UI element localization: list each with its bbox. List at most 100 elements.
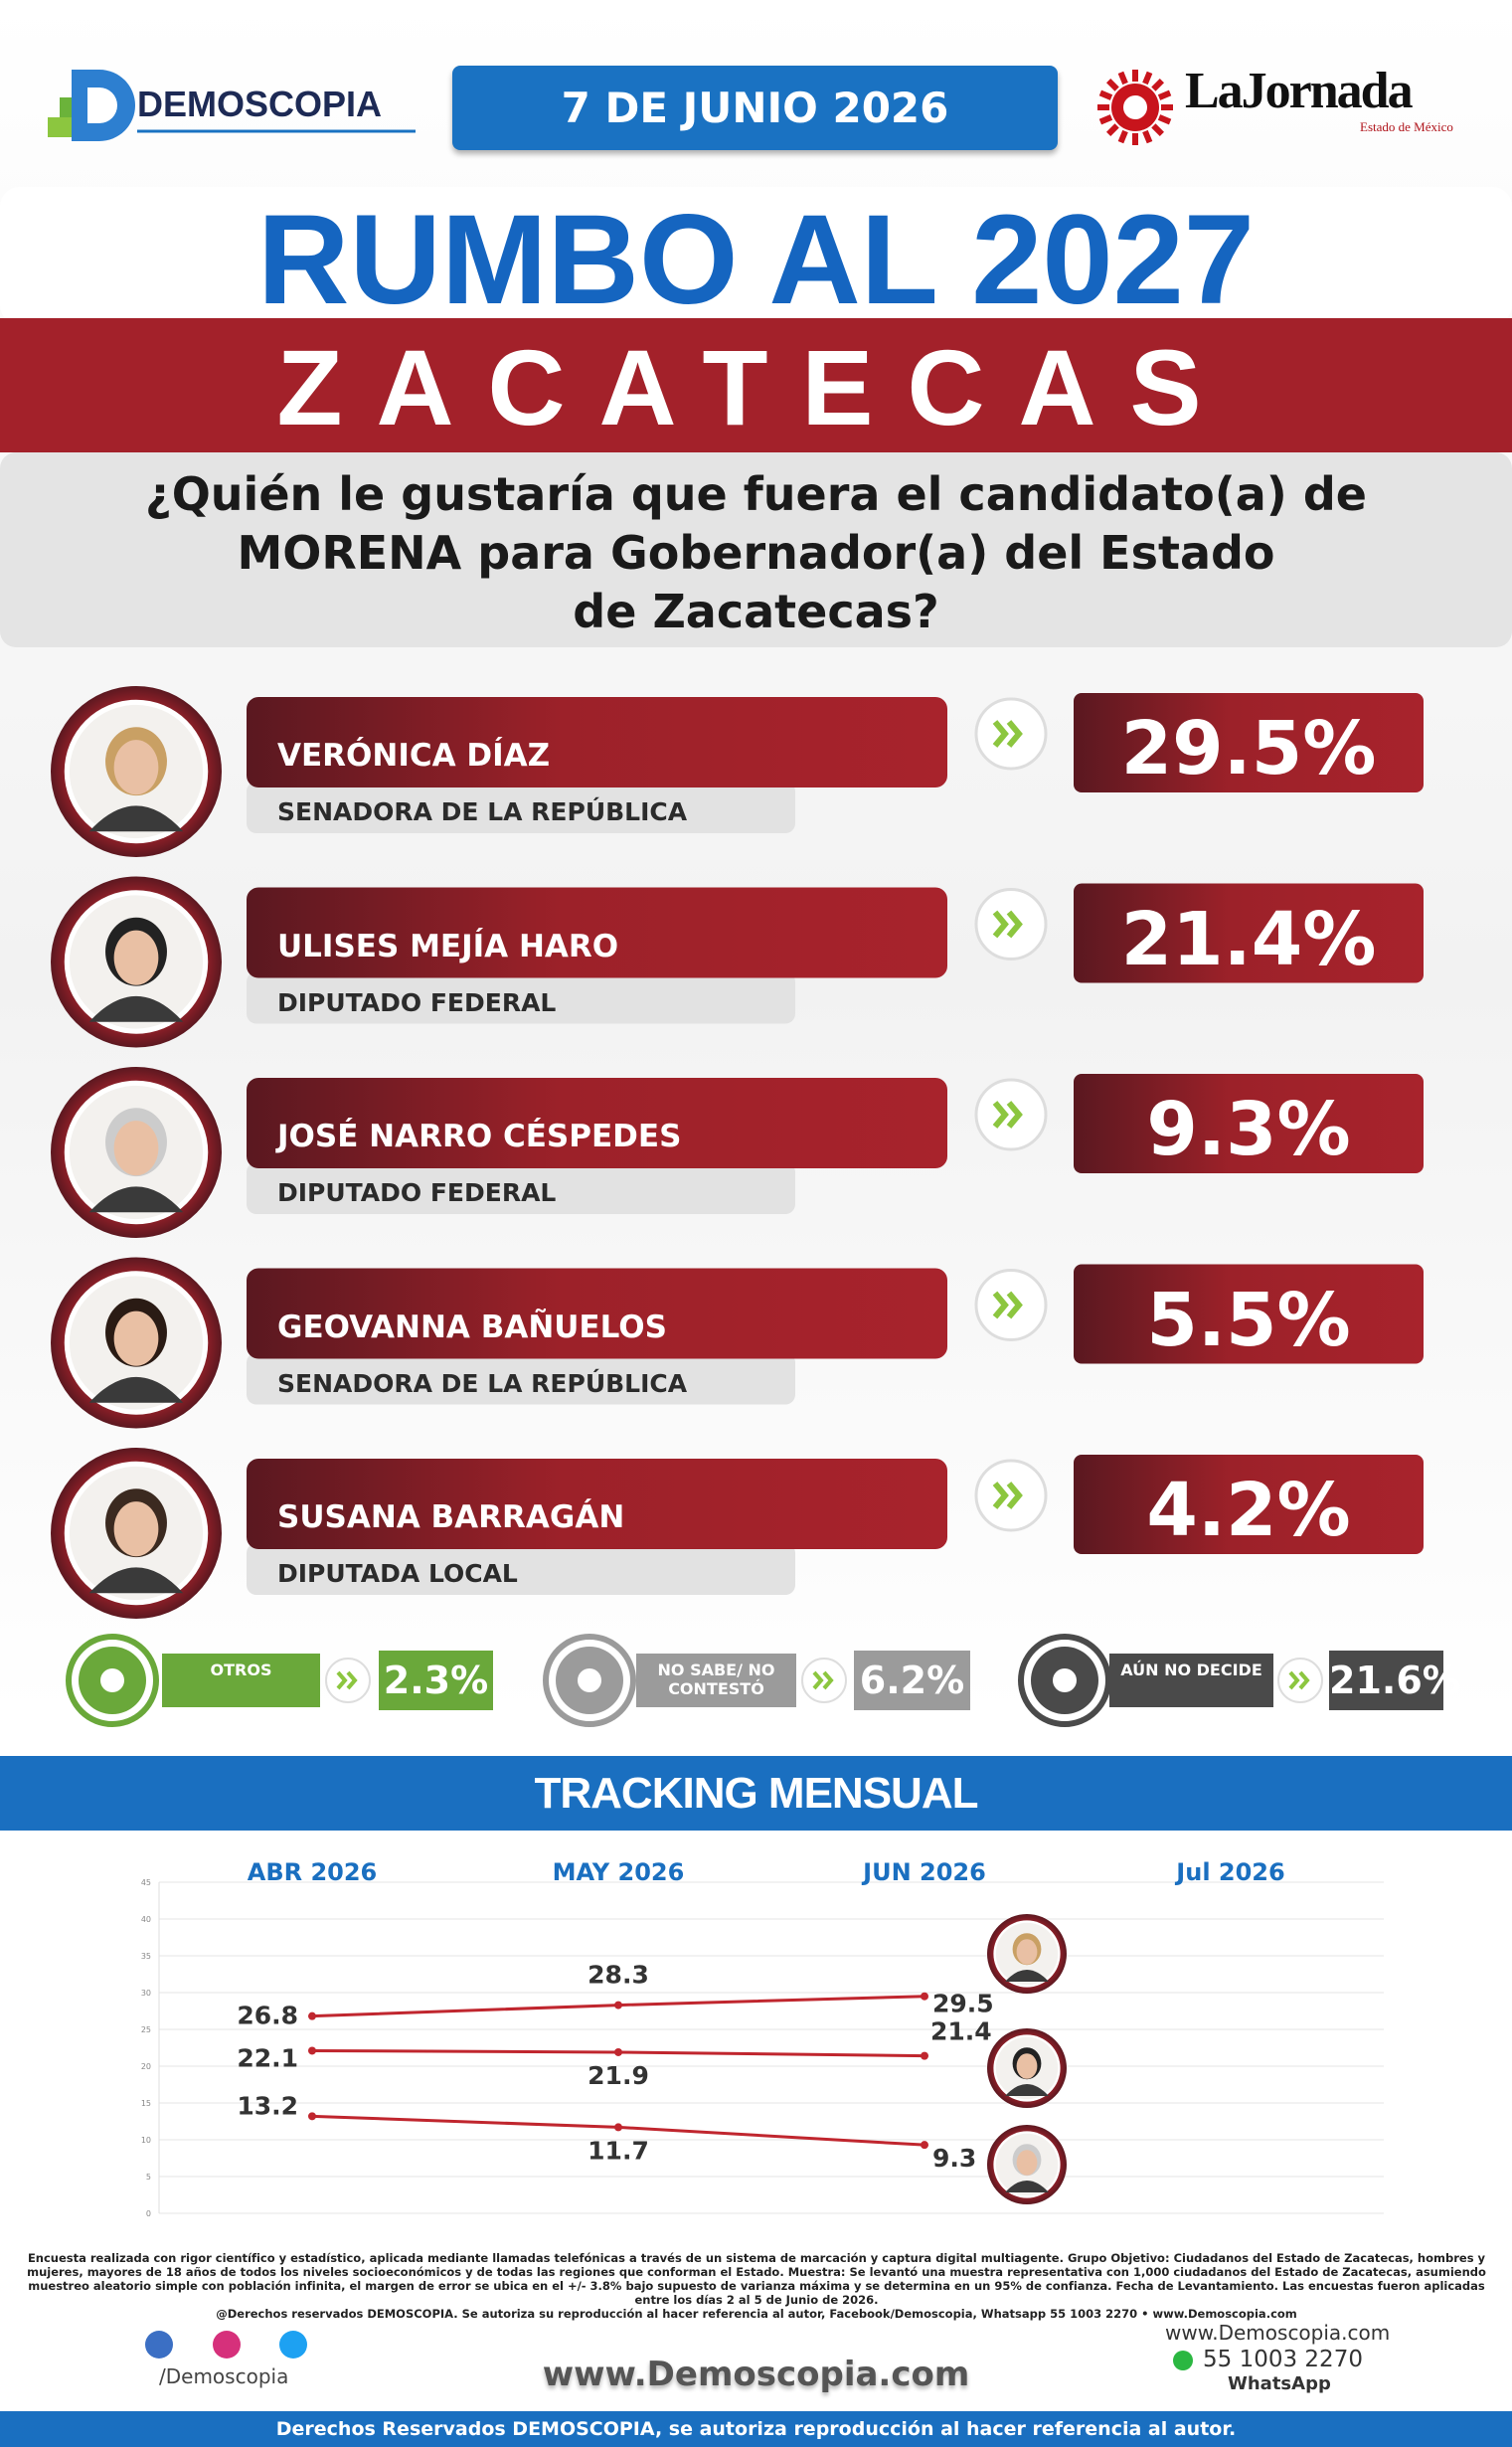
rights: Derechos Reservados DEMOSCOPIA, se autor…	[275, 2418, 1237, 2440]
contact-web: www.Demoscopia.com	[1165, 2321, 1391, 2345]
rights-bar	[0, 2411, 1512, 2447]
result-box	[1074, 1074, 1424, 1173]
point	[308, 2046, 316, 2055]
question-band	[0, 452, 1512, 647]
other-result: 6.2%	[859, 1659, 965, 1702]
y-tick-label: 10	[141, 2136, 151, 2145]
data-label: 28.3	[588, 1961, 649, 1990]
sun-ray	[1151, 79, 1164, 91]
sun-ray	[1106, 79, 1119, 91]
date: 7 DE JUNIO 2026	[452, 66, 1058, 150]
other-label-box	[162, 1654, 320, 1707]
chevron-circle	[974, 697, 1048, 771]
sun-inner	[1123, 95, 1147, 119]
candidate-role: DIPUTADO FEDERAL	[277, 987, 557, 1017]
point	[614, 2123, 622, 2132]
chevron	[336, 1670, 358, 1690]
partner-sub: Estado de México	[1360, 119, 1453, 134]
website: www.Demoscopia.com	[542, 2355, 970, 2394]
phone: 55 1003 2270	[1203, 2347, 1363, 2372]
sun-ray	[1157, 89, 1172, 100]
other-label-box	[1109, 1654, 1273, 1707]
photo-body	[1005, 1970, 1049, 1982]
name-bar	[247, 1268, 947, 1359]
x-tick-label: MAY 2026	[553, 1858, 685, 1886]
candidate-role: DIPUTADA LOCAL	[277, 1559, 518, 1588]
photo-face	[113, 1121, 159, 1176]
question-line: MORENA para Gobernador(a) del Estado	[237, 526, 1275, 580]
role-bar	[247, 1352, 795, 1405]
chevron	[992, 1101, 1023, 1129]
question: ¿Quién le gustaría que fuera el candidat…	[0, 465, 1512, 641]
y-tick-label: 45	[141, 1878, 151, 1887]
sun-ray	[1142, 129, 1153, 144]
y-tick-label: 30	[141, 1989, 151, 1998]
sun-ray	[1157, 114, 1172, 125]
sun-ray	[1117, 71, 1128, 86]
other-result-box	[1329, 1651, 1443, 1710]
y-tick-label: 20	[141, 2062, 151, 2071]
data-label: 22.1	[237, 2043, 298, 2072]
candidate-role: SENADORA DE LA REPÚBLICA	[277, 1368, 688, 1398]
photo-body	[88, 1376, 184, 1403]
photo-face	[113, 740, 159, 795]
photo-body	[1005, 2084, 1049, 2096]
footnote: Encuesta realizada con rigor científico …	[26, 2251, 1487, 2321]
result-box	[1074, 1455, 1424, 1554]
chevron-circle	[1277, 1658, 1323, 1703]
other-label-box	[636, 1654, 796, 1707]
other-label: OTROS	[210, 1660, 272, 1679]
partner: LaJornada	[1185, 63, 1414, 119]
other-label: NO SABE/ NO CONTESTÓ	[657, 1660, 775, 1698]
photo-body	[88, 1186, 184, 1213]
candidate-name: VERÓNICA DÍAZ	[277, 738, 551, 774]
role-bar	[247, 1543, 795, 1595]
photo-face	[1016, 2053, 1038, 2079]
data-label: 21.4	[930, 2017, 992, 2046]
photo-face	[113, 1501, 159, 1557]
whatsapp-icon	[1173, 2351, 1193, 2370]
result-box	[1074, 1264, 1424, 1364]
tracking-band	[0, 1756, 1512, 1831]
data-label: 9.3	[932, 2144, 976, 2173]
social-icon	[145, 2331, 173, 2359]
y-tick-label: 40	[141, 1915, 151, 1924]
data-label: 21.9	[588, 2061, 649, 2090]
role-bar	[247, 782, 795, 833]
logo-d-inner	[87, 87, 117, 123]
chevron-circle	[801, 1658, 847, 1703]
x-tick-label: Jul 2026	[1174, 1858, 1284, 1886]
state-band	[0, 318, 1512, 452]
icon-glyph	[578, 1668, 601, 1692]
point	[921, 2141, 928, 2150]
y-tick-label: 0	[146, 2209, 151, 2218]
social-icon	[279, 2331, 307, 2359]
data-label: 11.7	[588, 2136, 649, 2165]
other-result-box	[379, 1651, 493, 1710]
state: ZACATECAS	[276, 327, 1236, 447]
other-result-box	[854, 1651, 970, 1710]
sun-ray	[1117, 129, 1128, 144]
candidate-result: 9.3%	[1146, 1087, 1351, 1172]
chevron-circle	[325, 1658, 371, 1703]
other-label: AÚN NO DECIDE	[1120, 1660, 1262, 1679]
candidate-role: DIPUTADO FEDERAL	[277, 1178, 557, 1207]
candidate-name: JOSÉ NARRO CÉSPEDES	[277, 1119, 682, 1154]
chevron	[812, 1670, 834, 1690]
y-tick-label: 15	[141, 2099, 151, 2108]
candidate-result: 29.5%	[1120, 706, 1377, 791]
chevron-circle	[974, 1459, 1048, 1532]
photo-face	[1016, 1939, 1038, 1965]
candidate-name: ULISES MEJÍA HARO	[277, 928, 619, 964]
name-bar	[247, 1078, 947, 1168]
photo-body	[88, 1567, 184, 1594]
photo-body	[88, 805, 184, 832]
sun-ray	[1151, 123, 1164, 136]
point	[308, 2011, 316, 2020]
point	[614, 2001, 622, 2010]
tracking-title: TRACKING MENSUAL	[534, 1769, 979, 1818]
phone-label: WhatsApp	[1228, 2373, 1331, 2394]
photo-face	[113, 1311, 159, 1366]
